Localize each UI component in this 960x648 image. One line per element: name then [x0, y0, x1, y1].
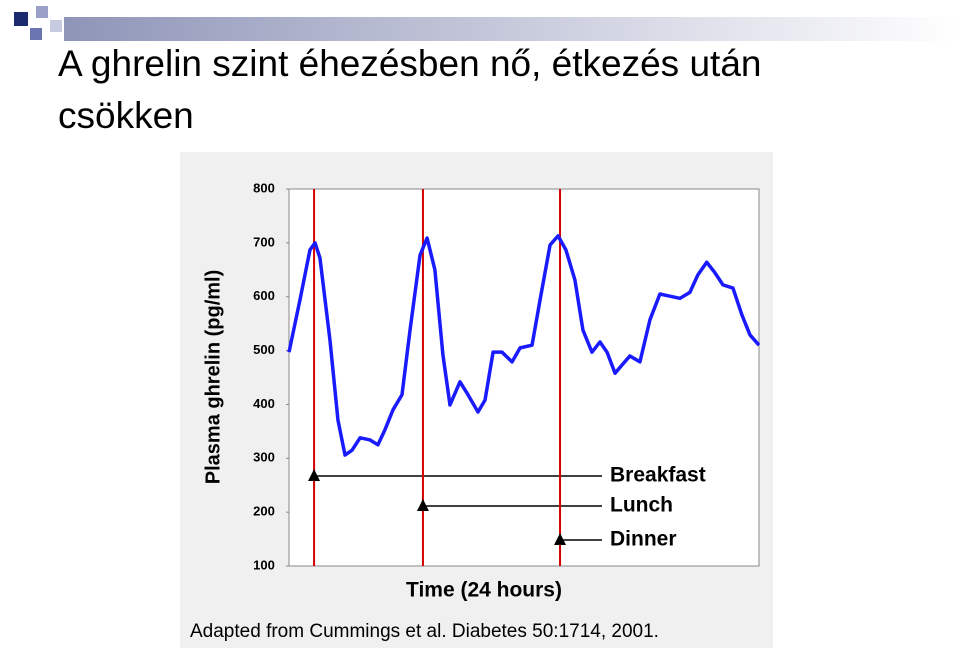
meal-marker [554, 533, 567, 545]
decor-square [36, 6, 48, 18]
y-axis-label: Plasma ghrelin (pg/ml) [202, 270, 224, 484]
meal-marker [308, 469, 321, 481]
y-tick-label: 100 [253, 557, 275, 572]
y-tick-label: 200 [253, 504, 275, 519]
y-tick-label: 800 [253, 180, 275, 195]
data-line [287, 234, 761, 457]
y-tick-label: 600 [253, 288, 275, 303]
source-note: Adapted from Cummings et al. Diabetes 50… [190, 621, 659, 642]
y-tick-label: 400 [253, 396, 275, 411]
y-tick-label: 300 [253, 450, 275, 465]
decor-square [14, 12, 28, 26]
x-axis-label: Time (24 hours) [406, 579, 562, 602]
decor-square [30, 28, 42, 40]
meal-label: Lunch [610, 494, 673, 517]
meal-label: Dinner [610, 528, 677, 551]
meal-marker [416, 499, 429, 511]
meal-label: Breakfast [610, 464, 706, 487]
slide-title: A ghrelin szint éhezésben nő, étkezés ut… [58, 43, 762, 136]
decor-square [50, 20, 62, 32]
y-tick-label: 500 [253, 342, 275, 357]
y-tick-label: 700 [253, 234, 275, 249]
header-bar [64, 17, 960, 41]
plot-area [288, 188, 760, 567]
